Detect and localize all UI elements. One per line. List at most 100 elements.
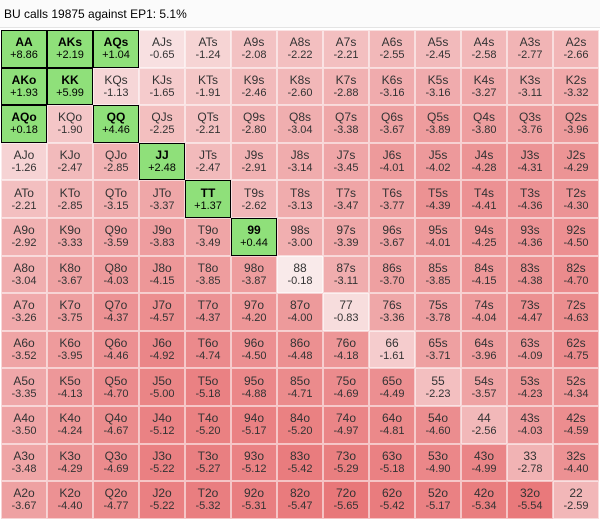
hand-cell[interactable]: A4o -3.50	[1, 405, 47, 444]
hand-cell[interactable]: AQo +0.18	[1, 105, 47, 143]
hand-cell[interactable]: 43o -4.99	[461, 443, 507, 482]
hand-cell[interactable]: K4s -3.27	[461, 67, 507, 106]
hand-cell[interactable]: 65o -4.49	[369, 368, 415, 406]
hand-cell[interactable]: K6o -3.95	[47, 330, 93, 369]
hand-cell[interactable]: 84s -4.15	[461, 255, 507, 294]
hand-cell[interactable]: 33 -2.78	[507, 443, 553, 482]
hand-cell[interactable]: 73s -4.47	[507, 293, 553, 331]
hand-cell[interactable]: A3o -3.48	[1, 443, 47, 482]
hand-cell[interactable]: 74o -4.97	[323, 405, 369, 444]
hand-cell[interactable]: Q9s -2.80	[231, 105, 277, 143]
hand-cell[interactable]: 83o -5.42	[277, 443, 323, 482]
hand-cell[interactable]: K5s -3.16	[415, 67, 461, 106]
hand-cell[interactable]: J5s -4.02	[415, 142, 461, 181]
hand-cell[interactable]: Q2o -4.77	[93, 481, 139, 519]
hand-cell[interactable]: J6o -4.92	[139, 330, 185, 369]
hand-cell[interactable]: 32s -4.40	[553, 443, 599, 482]
hand-cell[interactable]: 72s -4.63	[553, 293, 599, 331]
hand-cell[interactable]: A2o -3.67	[1, 481, 47, 519]
hand-cell[interactable]: 85s -3.85	[415, 255, 461, 294]
hand-cell[interactable]: J7s -3.45	[323, 142, 369, 181]
hand-cell[interactable]: 97s -3.39	[323, 217, 369, 256]
hand-cell[interactable]: KQo -1.90	[47, 105, 93, 143]
hand-cell[interactable]: AQs +1.04	[93, 30, 139, 68]
hand-cell[interactable]: T4o -5.20	[185, 405, 231, 444]
hand-cell[interactable]: 96o -4.50	[231, 330, 277, 369]
hand-cell[interactable]: A7o -3.26	[1, 293, 47, 331]
hand-cell[interactable]: JJ +2.48	[139, 142, 185, 181]
hand-cell[interactable]: K2o -4.40	[47, 481, 93, 519]
hand-cell[interactable]: 99 +0.44	[231, 217, 277, 256]
hand-cell[interactable]: Q8o -4.03	[93, 255, 139, 294]
hand-cell[interactable]: 76o -4.18	[323, 330, 369, 369]
hand-cell[interactable]: 63s -4.09	[507, 330, 553, 369]
hand-cell[interactable]: K6s -3.16	[369, 67, 415, 106]
hand-cell[interactable]: 54s -3.57	[461, 368, 507, 406]
hand-cell[interactable]: KJo -2.47	[47, 142, 93, 181]
hand-cell[interactable]: A4s -2.58	[461, 30, 507, 68]
hand-cell[interactable]: 82o -5.47	[277, 481, 323, 519]
hand-cell[interactable]: TT +1.37	[185, 180, 231, 218]
hand-cell[interactable]: J6s -4.01	[369, 142, 415, 181]
hand-cell[interactable]: 64s -3.96	[461, 330, 507, 369]
hand-cell[interactable]: QTs -2.21	[185, 105, 231, 143]
hand-cell[interactable]: Q6o -4.46	[93, 330, 139, 369]
hand-cell[interactable]: 63o -5.18	[369, 443, 415, 482]
hand-cell[interactable]: T6s -3.77	[369, 180, 415, 218]
hand-cell[interactable]: 43s -4.03	[507, 405, 553, 444]
hand-cell[interactable]: 73o -5.29	[323, 443, 369, 482]
hand-cell[interactable]: Q4o -4.67	[93, 405, 139, 444]
hand-cell[interactable]: KTo -2.85	[47, 180, 93, 218]
hand-cell[interactable]: Q2s -3.96	[553, 105, 599, 143]
hand-cell[interactable]: 82s -4.70	[553, 255, 599, 294]
hand-cell[interactable]: AKo +1.93	[1, 67, 47, 106]
hand-cell[interactable]: A6s -2.55	[369, 30, 415, 68]
hand-cell[interactable]: 72o -5.65	[323, 481, 369, 519]
hand-cell[interactable]: JTo -3.37	[139, 180, 185, 218]
hand-cell[interactable]: AJo -1.26	[1, 142, 47, 181]
hand-cell[interactable]: K8o -3.67	[47, 255, 93, 294]
hand-cell[interactable]: 94s -4.25	[461, 217, 507, 256]
hand-cell[interactable]: T6o -4.74	[185, 330, 231, 369]
hand-cell[interactable]: 92s -4.50	[553, 217, 599, 256]
hand-cell[interactable]: A5s -2.45	[415, 30, 461, 68]
hand-cell[interactable]: T7o -4.37	[185, 293, 231, 331]
hand-cell[interactable]: J5o -5.00	[139, 368, 185, 406]
hand-cell[interactable]: K9o -3.33	[47, 217, 93, 256]
hand-cell[interactable]: 87o -4.00	[277, 293, 323, 331]
hand-cell[interactable]: A7s -2.21	[323, 30, 369, 68]
hand-cell[interactable]: Q4s -3.80	[461, 105, 507, 143]
hand-cell[interactable]: 75o -4.69	[323, 368, 369, 406]
hand-cell[interactable]: 88 -0.18	[277, 255, 323, 294]
hand-cell[interactable]: K5o -4.13	[47, 368, 93, 406]
hand-cell[interactable]: J4s -4.28	[461, 142, 507, 181]
hand-cell[interactable]: T9o -3.49	[185, 217, 231, 256]
hand-cell[interactable]: A2s -2.66	[553, 30, 599, 68]
hand-cell[interactable]: A9s -2.08	[231, 30, 277, 68]
hand-cell[interactable]: T3o -5.27	[185, 443, 231, 482]
hand-cell[interactable]: 54o -4.60	[415, 405, 461, 444]
hand-cell[interactable]: 93s -4.36	[507, 217, 553, 256]
hand-cell[interactable]: J3s -4.31	[507, 142, 553, 181]
hand-cell[interactable]: Q3o -4.69	[93, 443, 139, 482]
hand-cell[interactable]: 42s -4.59	[553, 405, 599, 444]
hand-cell[interactable]: J8o -4.15	[139, 255, 185, 294]
hand-cell[interactable]: A3s -2.77	[507, 30, 553, 68]
hand-cell[interactable]: J9o -3.83	[139, 217, 185, 256]
hand-cell[interactable]: 96s -3.67	[369, 217, 415, 256]
hand-cell[interactable]: J2s -4.29	[553, 142, 599, 181]
hand-cell[interactable]: K7s -2.88	[323, 67, 369, 106]
hand-cell[interactable]: KTs -1.91	[185, 67, 231, 106]
hand-cell[interactable]: QTo -3.15	[93, 180, 139, 218]
hand-cell[interactable]: 95o -4.88	[231, 368, 277, 406]
hand-cell[interactable]: 87s -3.11	[323, 255, 369, 294]
hand-cell[interactable]: QQ +4.46	[93, 105, 139, 143]
hand-cell[interactable]: 85o -4.71	[277, 368, 323, 406]
hand-cell[interactable]: 86s -3.70	[369, 255, 415, 294]
hand-cell[interactable]: KJs -1.65	[139, 67, 185, 106]
hand-cell[interactable]: K7o -3.75	[47, 293, 93, 331]
hand-cell[interactable]: KK +5.99	[47, 67, 93, 106]
hand-cell[interactable]: K2s -3.32	[553, 67, 599, 106]
hand-cell[interactable]: 44 -2.56	[461, 405, 507, 444]
hand-cell[interactable]: 55 -2.23	[415, 368, 461, 406]
